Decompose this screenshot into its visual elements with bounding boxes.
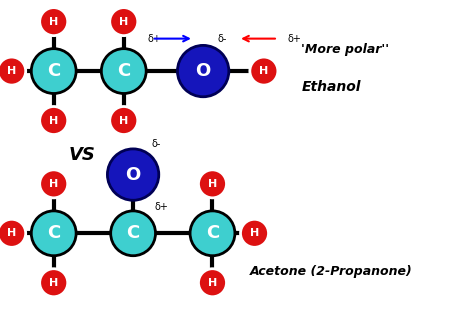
Text: H: H xyxy=(49,278,58,288)
Text: H: H xyxy=(208,278,217,288)
Text: Acetone (2-Propanone): Acetone (2-Propanone) xyxy=(250,265,413,278)
Ellipse shape xyxy=(198,269,226,297)
Ellipse shape xyxy=(31,49,76,94)
Text: H: H xyxy=(119,116,128,125)
Text: C: C xyxy=(47,224,60,242)
Text: H: H xyxy=(49,116,58,125)
Text: δ-: δ- xyxy=(217,34,226,44)
Text: δ+: δ+ xyxy=(154,202,168,212)
Ellipse shape xyxy=(110,8,138,36)
Text: δ-: δ- xyxy=(152,139,161,149)
Text: H: H xyxy=(250,228,259,238)
Text: Ethanol: Ethanol xyxy=(301,79,361,94)
Ellipse shape xyxy=(250,57,278,85)
Text: O: O xyxy=(126,166,141,184)
Text: H: H xyxy=(7,228,16,238)
Ellipse shape xyxy=(177,45,229,97)
Text: H: H xyxy=(208,179,217,189)
Ellipse shape xyxy=(198,170,226,198)
Text: δ+: δ+ xyxy=(147,34,161,44)
Text: C: C xyxy=(47,62,60,80)
Text: H: H xyxy=(7,66,16,76)
Ellipse shape xyxy=(0,57,26,85)
Text: δ+: δ+ xyxy=(287,34,301,44)
Ellipse shape xyxy=(110,107,138,134)
Ellipse shape xyxy=(111,211,156,256)
Text: C: C xyxy=(127,224,140,242)
Ellipse shape xyxy=(40,107,68,134)
Ellipse shape xyxy=(190,211,235,256)
Ellipse shape xyxy=(40,269,68,297)
Ellipse shape xyxy=(31,211,76,256)
Ellipse shape xyxy=(241,219,269,247)
Text: VS: VS xyxy=(68,146,95,163)
Ellipse shape xyxy=(101,49,146,94)
Text: O: O xyxy=(196,62,211,80)
Text: H: H xyxy=(49,17,58,27)
Text: H: H xyxy=(119,17,128,27)
Text: C: C xyxy=(206,224,219,242)
Ellipse shape xyxy=(0,219,26,247)
Ellipse shape xyxy=(40,170,68,198)
Text: 'More polar'': 'More polar'' xyxy=(301,43,389,56)
Ellipse shape xyxy=(40,8,68,36)
Text: H: H xyxy=(49,179,58,189)
Text: C: C xyxy=(117,62,130,80)
Ellipse shape xyxy=(107,149,159,200)
Text: H: H xyxy=(259,66,269,76)
